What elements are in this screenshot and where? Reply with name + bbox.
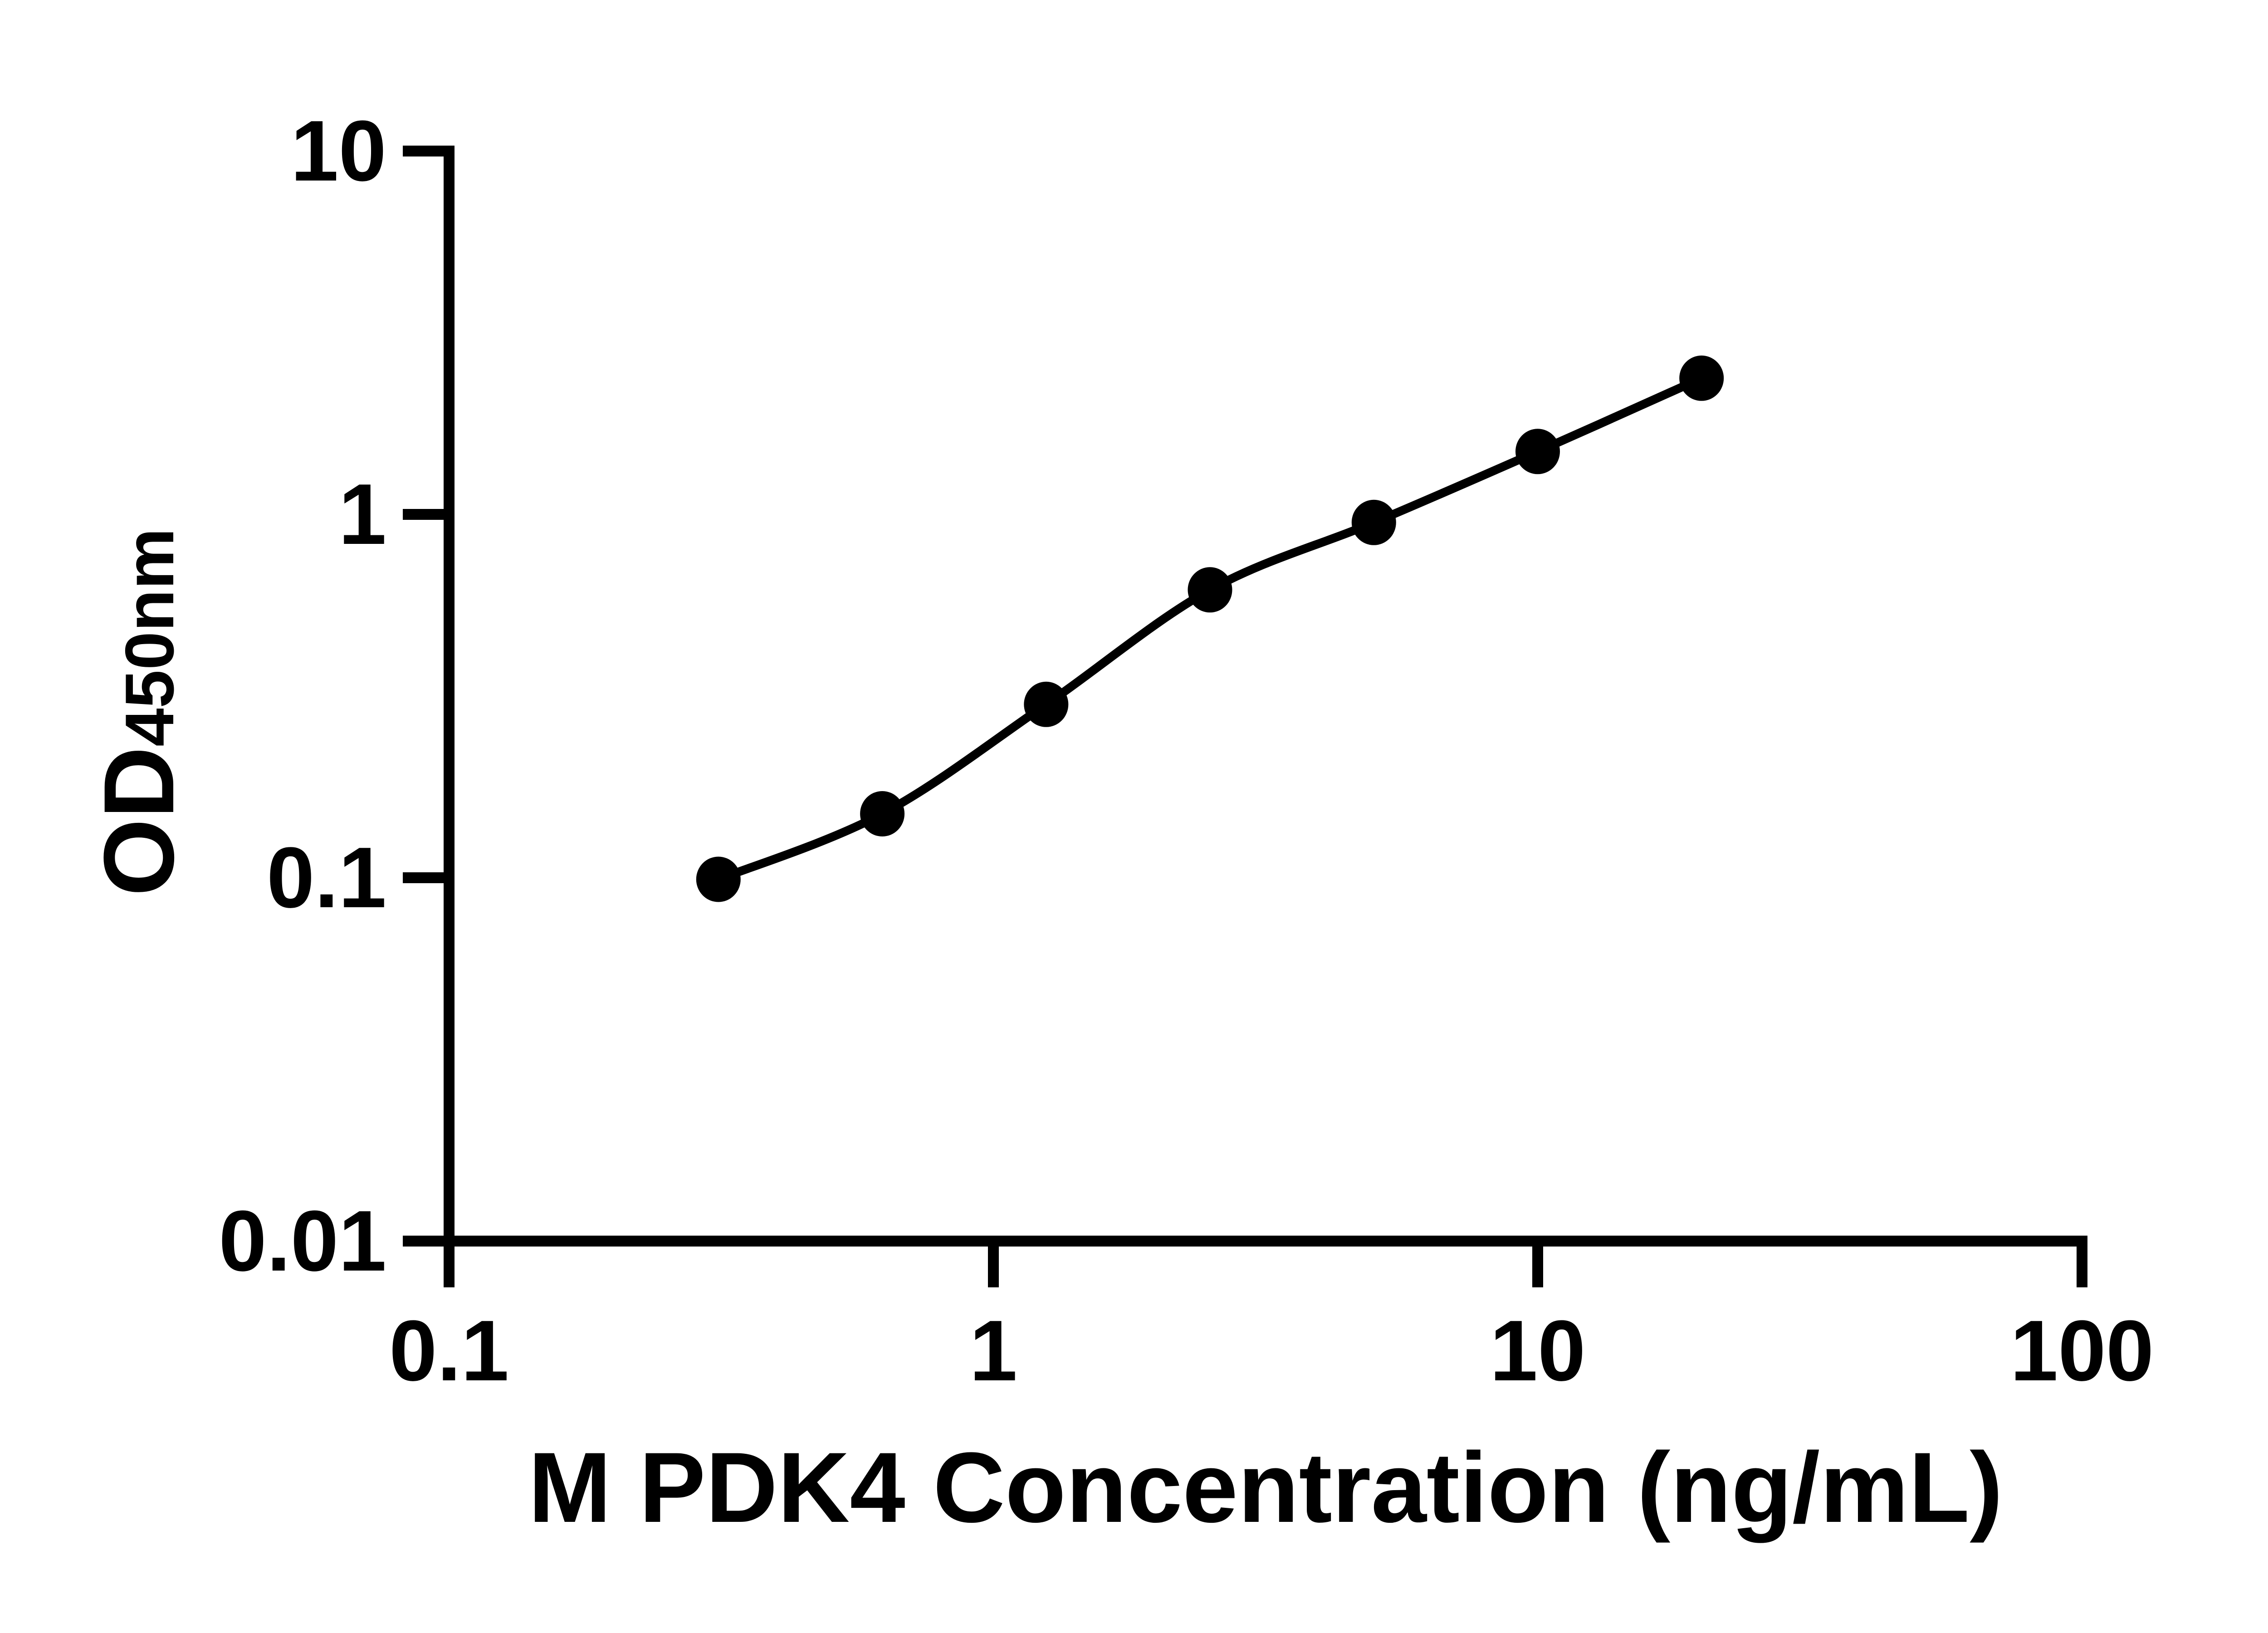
y-axis-title: OD450nm — [83, 528, 195, 896]
x-axis-title: M PDK4 Concentration (ng/mL) — [528, 1432, 2003, 1543]
x-tick-label: 10 — [1490, 1303, 1585, 1399]
x-tick-label: 0.1 — [389, 1303, 509, 1399]
data-point — [1351, 499, 1396, 545]
data-point — [1679, 355, 1724, 401]
y-tick-label: 10 — [291, 103, 386, 199]
data-point — [1024, 681, 1069, 727]
x-tick-label: 100 — [2010, 1303, 2154, 1399]
data-point — [860, 791, 905, 836]
y-tick-label: 1 — [338, 466, 386, 562]
y-axis-title-sub: 450nm — [111, 528, 188, 747]
x-tick-label: 1 — [969, 1303, 1017, 1399]
data-point — [696, 856, 741, 902]
y-axis-title-main: OD — [83, 746, 195, 896]
data-point — [1515, 429, 1560, 474]
data-point — [1188, 567, 1232, 613]
y-tick-label: 0.1 — [267, 830, 386, 926]
y-tick-label: 0.01 — [219, 1193, 386, 1289]
